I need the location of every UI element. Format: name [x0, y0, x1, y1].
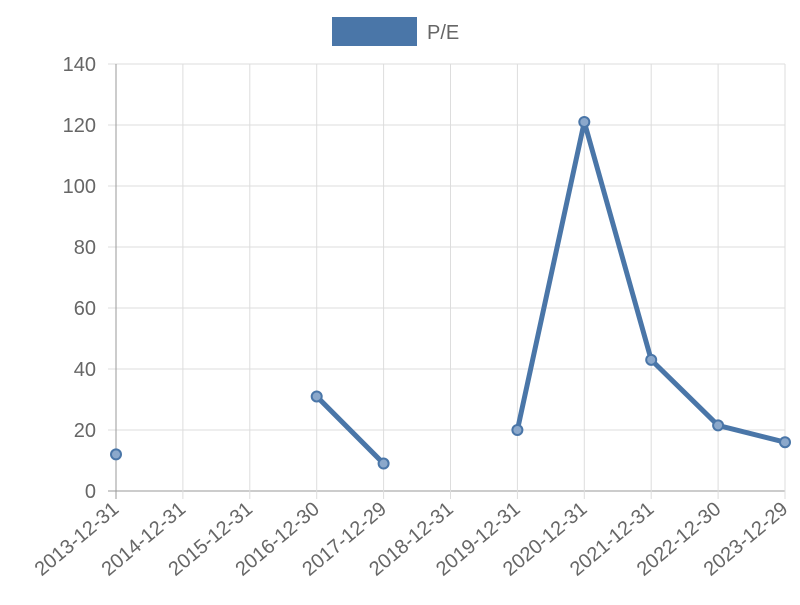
point [377, 457, 390, 470]
point [712, 419, 725, 432]
point [310, 390, 323, 403]
legend-swatch [332, 17, 417, 46]
legend-label: P/E [427, 22, 459, 44]
point [645, 353, 658, 366]
y-tick-label: 0 [85, 481, 96, 503]
line [314, 119, 786, 466]
y-tick-label: 140 [63, 54, 96, 76]
point [578, 115, 591, 128]
point [511, 424, 524, 436]
y-tick-label: 80 [74, 237, 96, 259]
y-tick-label: 120 [63, 115, 96, 137]
y-tick-label: 20 [74, 420, 96, 442]
y-tick-label: 60 [74, 298, 96, 320]
y-tick-label: 40 [74, 359, 96, 381]
y-tick-label: 100 [63, 176, 96, 198]
point [779, 436, 791, 449]
point [110, 448, 122, 461]
